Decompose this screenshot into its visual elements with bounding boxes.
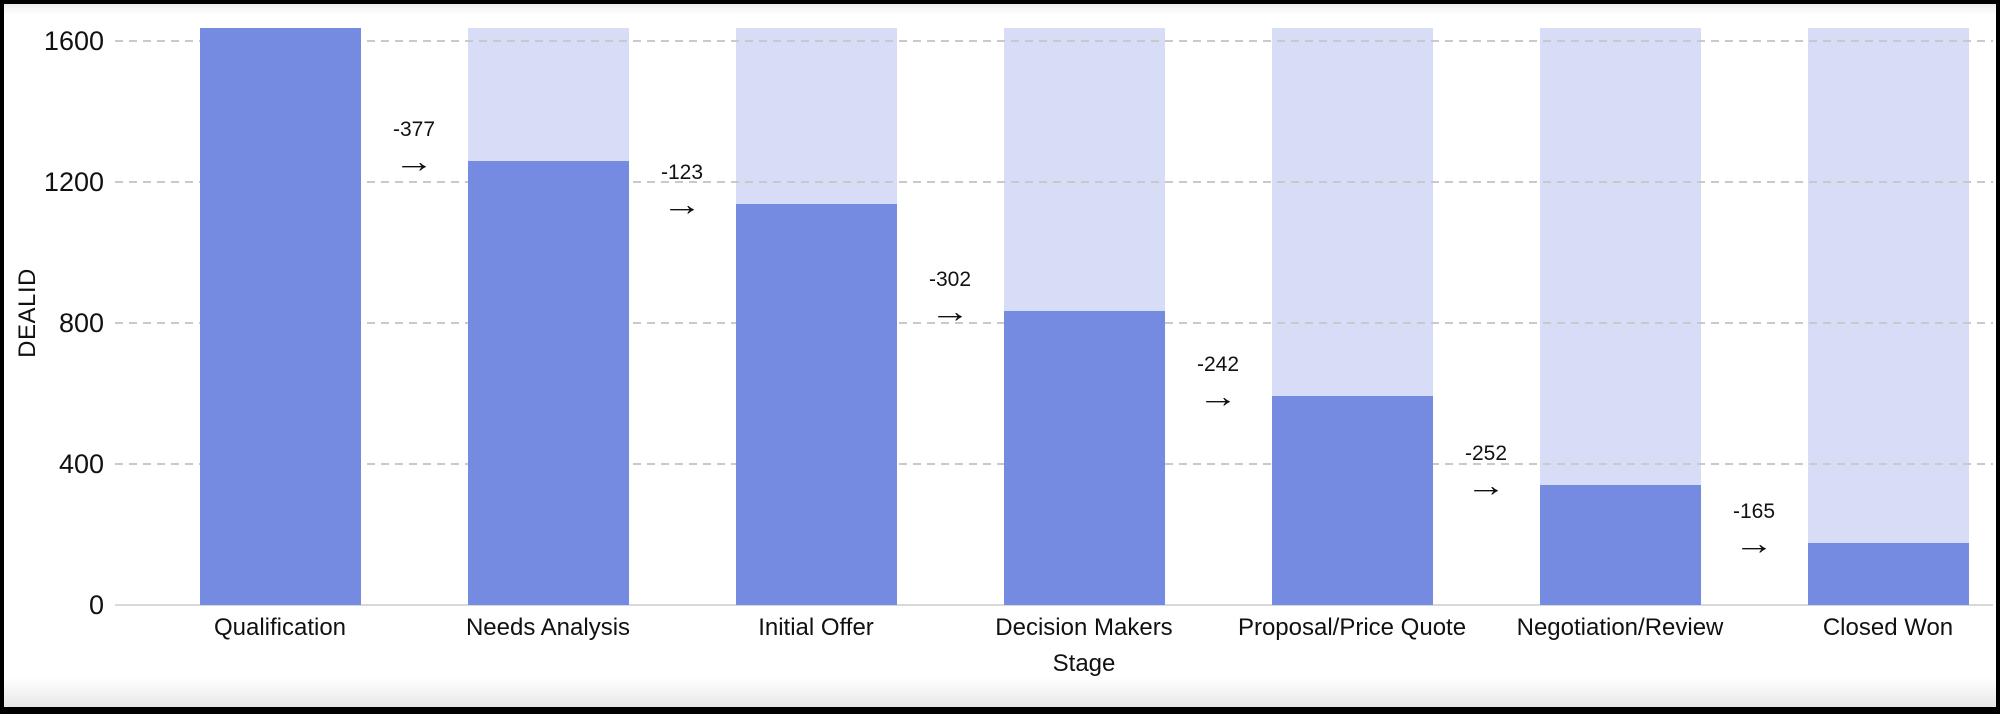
x-tick-label-closed-won: Closed Won xyxy=(1822,614,1954,641)
delta-label-decision-makers: -302 xyxy=(928,267,972,291)
delta-label-needs-analysis: -377 xyxy=(392,117,436,141)
x-tick-label-needs-analysis: Needs Analysis xyxy=(465,614,631,641)
x-tick-label-decision-makers: Decision Makers xyxy=(995,614,1173,641)
x-tick-label-initial-offer: Initial Offer xyxy=(758,614,874,641)
delta-label-negotiation-review: -252 xyxy=(1464,441,1508,465)
right-arrow-icon: → xyxy=(1466,466,1506,503)
funnel-bar-initial-offer[interactable] xyxy=(735,204,897,605)
funnel-bar-qualification[interactable] xyxy=(199,27,361,605)
funnel-bar-proposal-price-quote[interactable] xyxy=(1271,395,1433,605)
top-fade-gradient xyxy=(4,4,1996,14)
funnel-bar-closed-won[interactable] xyxy=(1807,542,1969,605)
right-arrow-icon: → xyxy=(1734,524,1774,561)
x-tick-label-proposal-price-quote: Proposal/Price Quote xyxy=(1237,614,1467,641)
right-arrow-icon: → xyxy=(930,292,970,329)
x-axis-title: Stage xyxy=(1052,650,1116,677)
x-tick-label-negotiation-review: Negotiation/Review xyxy=(1516,614,1724,641)
right-arrow-icon: → xyxy=(662,186,702,223)
delta-label-closed-won: -165 xyxy=(1732,499,1776,523)
funnel-bar-decision-makers[interactable] xyxy=(1003,310,1165,605)
y-axis-title: DEALID xyxy=(14,268,41,358)
funnel-bar-needs-analysis[interactable] xyxy=(467,160,629,605)
y-tick-label-400: 400 xyxy=(58,449,104,479)
gridline-1600 xyxy=(115,40,1993,42)
delta-label-initial-offer: -123 xyxy=(660,161,704,185)
y-tick-label-1600: 1600 xyxy=(43,26,104,56)
y-tick-label-1200: 1200 xyxy=(43,167,104,197)
y-tick-label-0: 0 xyxy=(88,590,104,620)
bar-background-closed-won xyxy=(1807,27,1969,605)
x-tick-label-qualification: Qualification xyxy=(213,614,347,641)
delta-label-proposal-price-quote: -242 xyxy=(1196,352,1240,376)
gridline-1200 xyxy=(115,181,1993,183)
right-arrow-icon: → xyxy=(1198,377,1238,414)
bottom-fade-gradient xyxy=(4,677,1996,707)
y-tick-label-800: 800 xyxy=(58,308,104,338)
right-arrow-icon: → xyxy=(394,142,434,179)
funnel-bar-negotiation-review[interactable] xyxy=(1539,484,1701,605)
x-axis-line xyxy=(115,604,1993,606)
